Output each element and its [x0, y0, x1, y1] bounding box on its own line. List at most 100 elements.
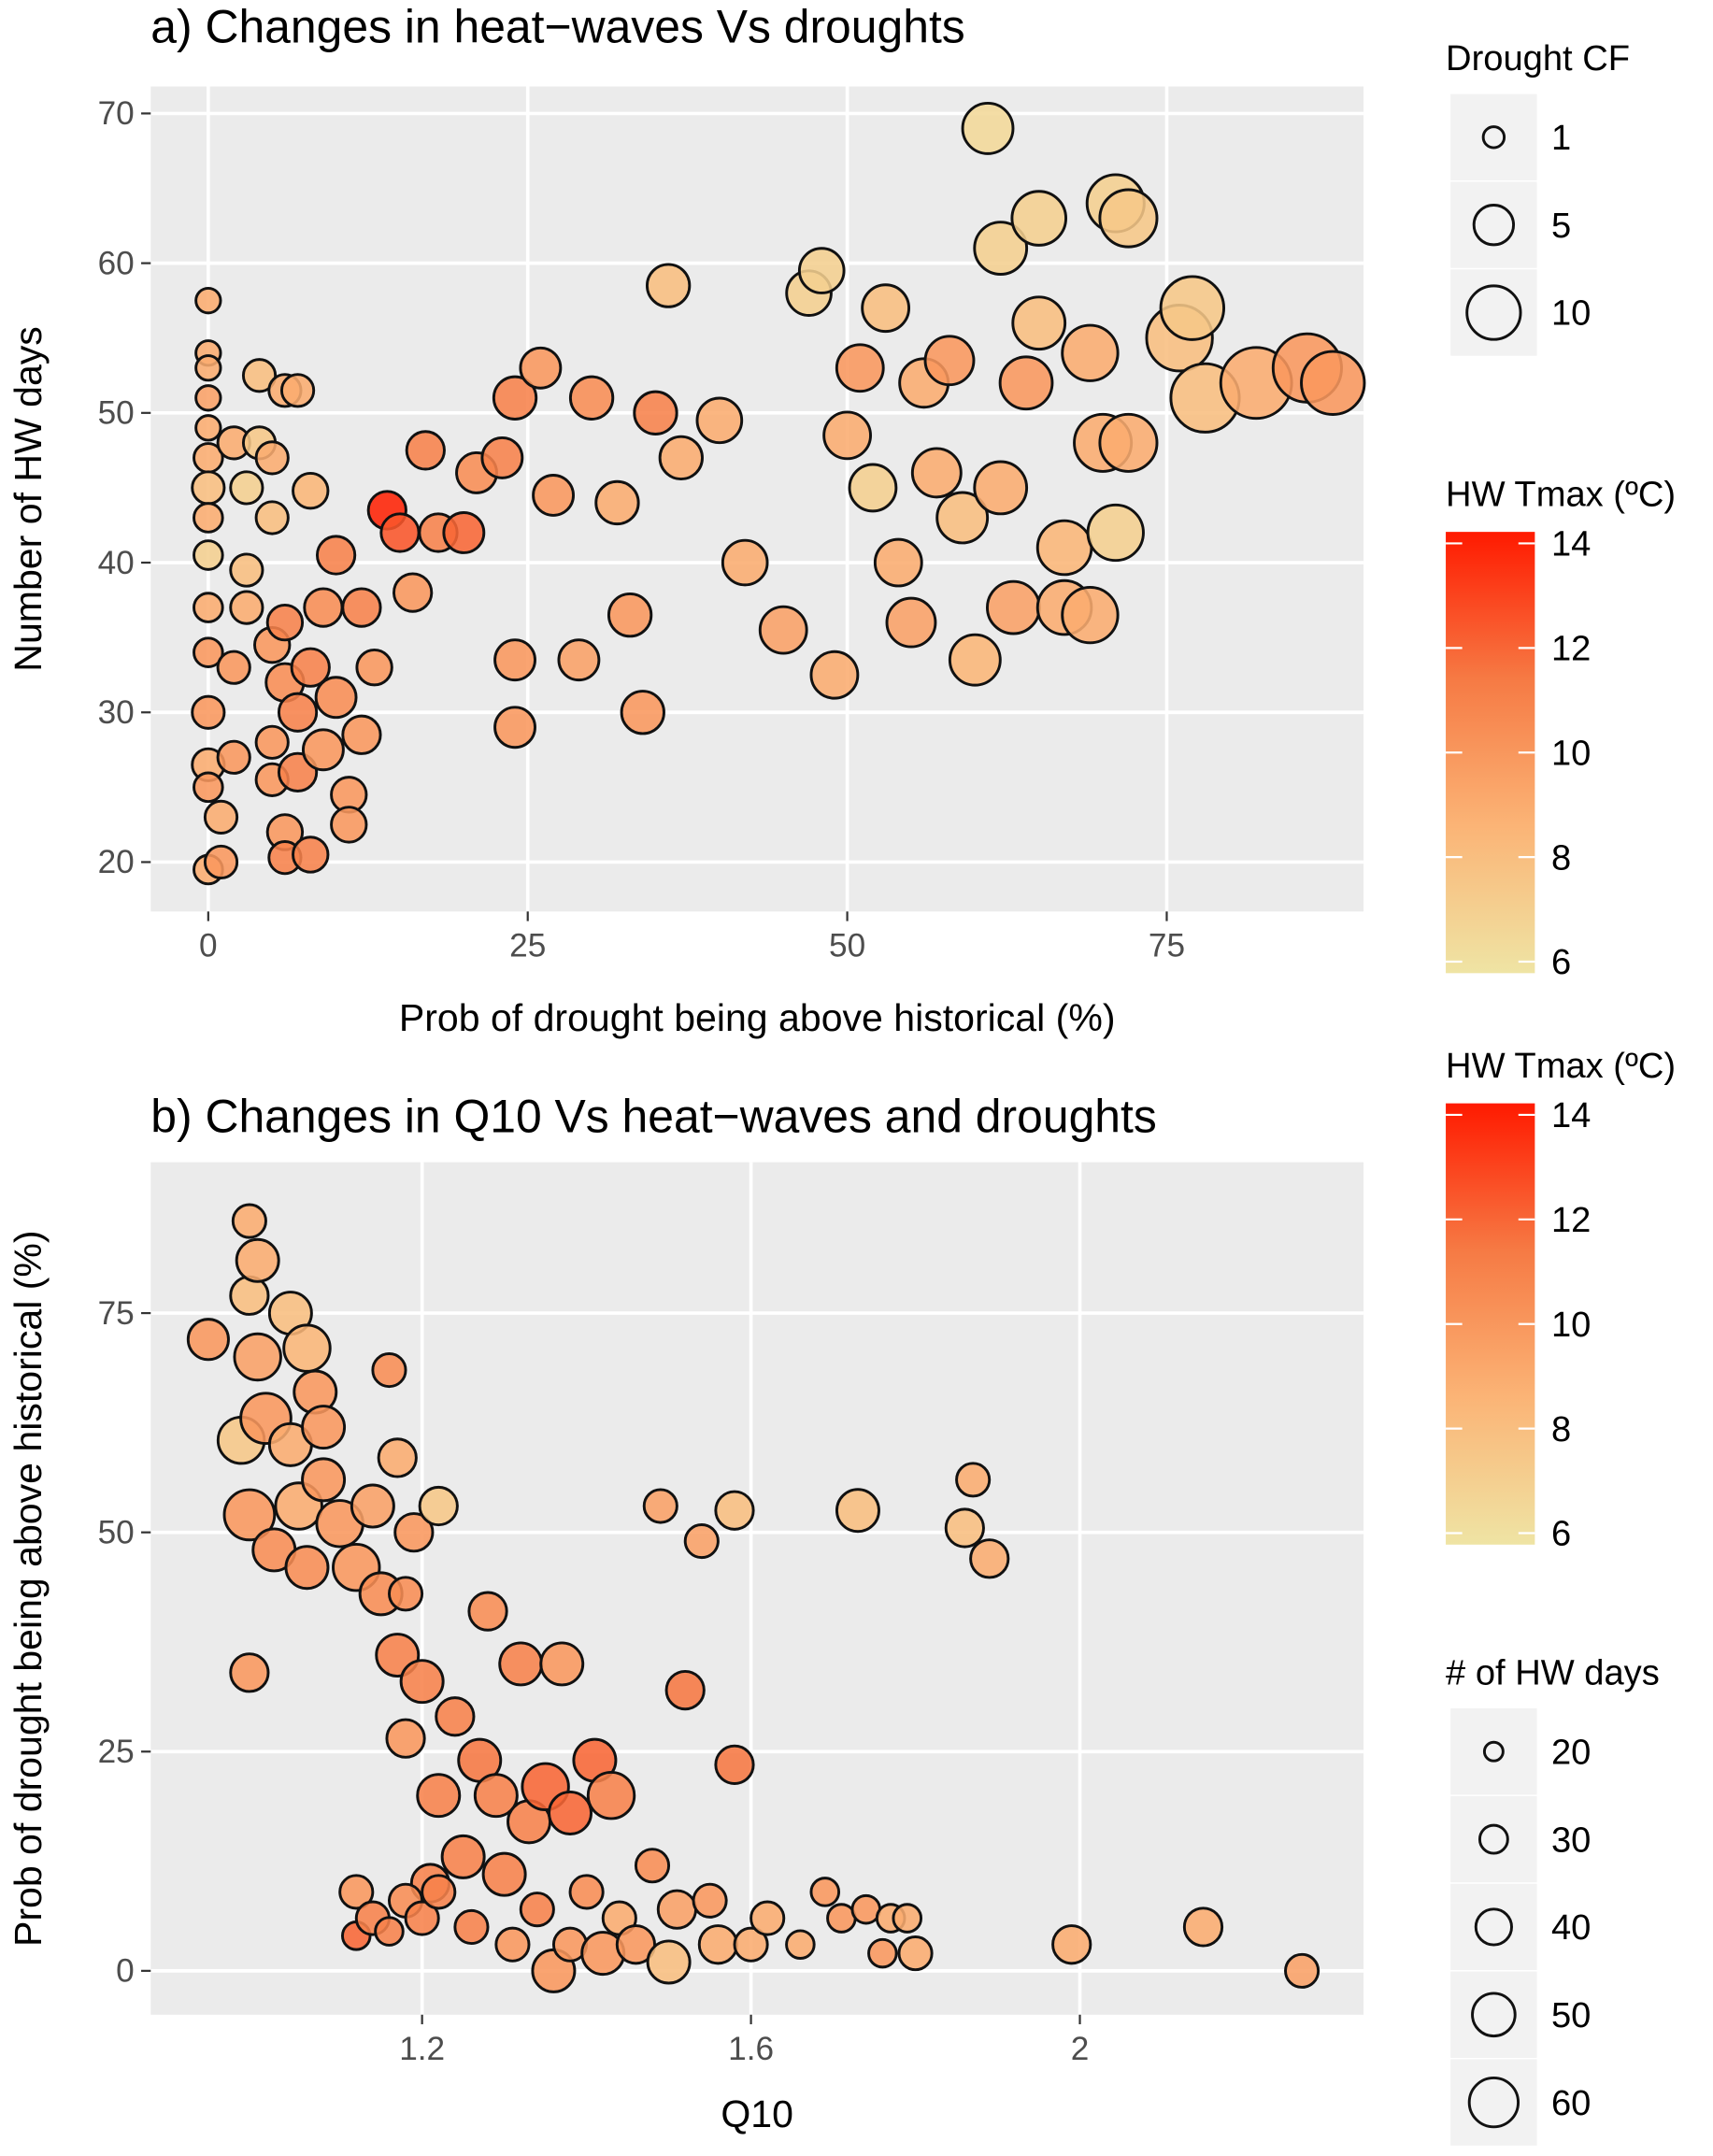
- y-axis-label: Number of HW days: [7, 326, 50, 672]
- legend-key: [1449, 1882, 1539, 1972]
- data-point: [1182, 1906, 1224, 1948]
- data-point: [935, 491, 990, 545]
- data-point: [758, 605, 808, 655]
- legend-key: [1449, 1706, 1539, 1796]
- data-point: [440, 1834, 486, 1879]
- data-point: [254, 724, 290, 760]
- y-tick-label: 40: [98, 545, 135, 581]
- data-point: [371, 1352, 407, 1389]
- data-point: [695, 396, 744, 445]
- data-point: [229, 1652, 270, 1693]
- data-point: [873, 537, 923, 588]
- data-point: [481, 1851, 527, 1897]
- data-point: [393, 1512, 435, 1553]
- data-point: [191, 694, 226, 730]
- data-point: [421, 1874, 457, 1910]
- data-point: [229, 1275, 270, 1316]
- data-point: [615, 1924, 657, 1965]
- data-point: [194, 286, 222, 315]
- data-point: [1098, 188, 1159, 249]
- data-point: [714, 1490, 755, 1531]
- legend-label: 30: [1551, 1820, 1591, 1860]
- y-tick-label: 20: [98, 844, 135, 880]
- data-point: [399, 1659, 445, 1705]
- legend-label: 1: [1551, 118, 1571, 158]
- legend-symbol: [1465, 284, 1522, 341]
- data-point: [374, 1916, 405, 1947]
- colorbar-title: HW Tmax (ºC): [1446, 1046, 1676, 1086]
- data-point: [969, 1538, 1010, 1579]
- data-point: [418, 1485, 459, 1527]
- data-point: [607, 592, 653, 638]
- data-point: [1061, 585, 1120, 645]
- size-legend-title: Drought CF: [1446, 38, 1630, 79]
- x-axis-label: Prob of drought being above historical (…: [399, 996, 1116, 1039]
- data-point: [229, 590, 264, 625]
- colorbar-label: 12: [1551, 629, 1591, 669]
- data-point: [568, 375, 615, 421]
- y-tick-label: 25: [98, 1734, 135, 1770]
- data-point: [519, 346, 563, 390]
- data-point: [442, 511, 486, 554]
- chart-title: b) Changes in Q10 Vs heat−waves and drou…: [150, 1090, 1156, 1142]
- data-point: [892, 1903, 923, 1934]
- data-point: [955, 1462, 992, 1498]
- colorbar-label: 8: [1551, 837, 1571, 878]
- legend-symbol: [1474, 1907, 1513, 1947]
- data-point: [1098, 412, 1159, 473]
- data-point: [1035, 519, 1093, 577]
- data-point: [532, 474, 576, 517]
- data-point: [377, 1437, 418, 1478]
- colorbar-label: 8: [1551, 1409, 1571, 1449]
- data-point: [721, 538, 769, 587]
- data-point: [216, 739, 251, 775]
- y-axis-label: Prob of drought being above historical (…: [7, 1230, 50, 1947]
- data-point: [341, 587, 382, 628]
- y-tick-label: 70: [98, 95, 135, 132]
- data-point: [216, 650, 251, 685]
- legend-key: [1449, 267, 1539, 358]
- data-point: [797, 247, 846, 294]
- data-point: [809, 1877, 841, 1907]
- data-point: [923, 335, 976, 387]
- legend-symbol: [1477, 1823, 1509, 1855]
- data-point: [203, 844, 239, 880]
- data-point: [539, 1641, 585, 1687]
- data-point: [231, 1203, 267, 1239]
- data-point: [885, 596, 937, 649]
- data-point: [1061, 323, 1120, 382]
- y-tick-label: 60: [98, 245, 135, 281]
- data-point: [492, 375, 538, 421]
- data-point: [586, 1770, 636, 1820]
- data-point: [303, 587, 344, 628]
- data-point: [867, 1937, 898, 1969]
- size-legend-title: # of HW days: [1446, 1652, 1660, 1692]
- data-point: [910, 447, 963, 499]
- data-point: [692, 1882, 728, 1919]
- data-point: [193, 502, 224, 534]
- data-point: [235, 1237, 280, 1283]
- data-point: [634, 1848, 671, 1884]
- data-point: [193, 539, 224, 571]
- data-point: [254, 500, 290, 535]
- x-tick-label: 50: [829, 928, 865, 964]
- data-point: [1284, 1952, 1320, 1989]
- y-tick-label: 0: [116, 1953, 135, 1990]
- colorbar-label: 14: [1551, 524, 1591, 564]
- data-point: [282, 1323, 332, 1373]
- legend-label: 50: [1551, 1995, 1591, 2035]
- x-tick-label: 1.6: [728, 2031, 774, 2067]
- data-point: [1010, 190, 1068, 247]
- data-point: [222, 1488, 277, 1542]
- legend-symbol: [1481, 125, 1506, 150]
- x-tick-label: 25: [509, 928, 546, 964]
- data-point: [749, 1900, 786, 1936]
- colorbar-label: 14: [1551, 1095, 1591, 1135]
- data-point: [473, 1773, 519, 1819]
- legend-symbol: [1467, 2076, 1520, 2129]
- x-tick-label: 2: [1071, 2031, 1090, 2067]
- colorbar-label: 10: [1551, 1305, 1591, 1345]
- data-point: [809, 650, 860, 700]
- data-point: [314, 676, 358, 720]
- legend-symbol: [1482, 1740, 1505, 1763]
